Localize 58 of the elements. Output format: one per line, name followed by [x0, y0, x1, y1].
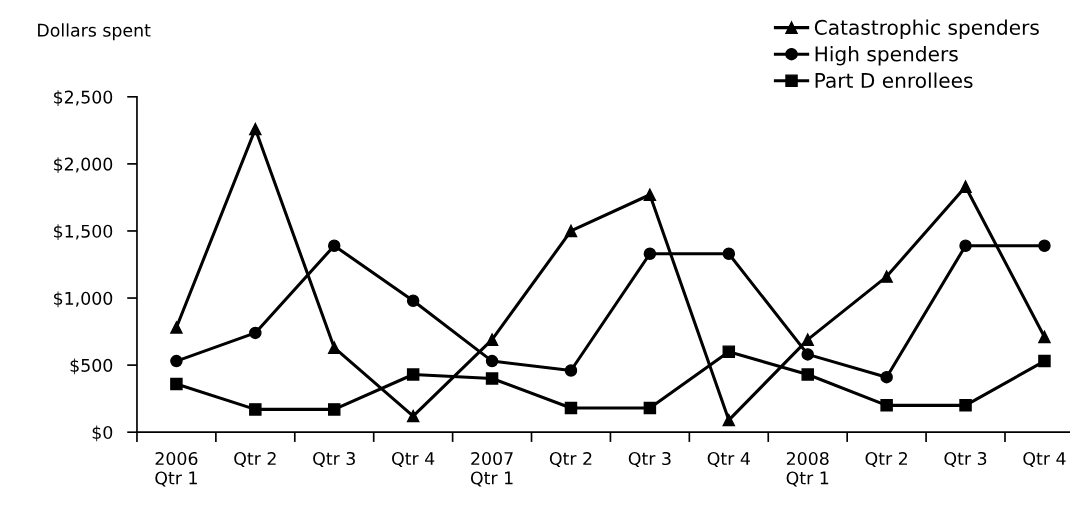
point — [643, 247, 657, 261]
legend-label: Catastrophic spenders — [814, 19, 1039, 39]
point — [485, 372, 499, 385]
y-tick-label: $2,000 — [54, 157, 113, 174]
point — [249, 403, 262, 416]
point — [327, 403, 341, 416]
point — [880, 270, 893, 283]
x-tick-label: 2007 Qtr 1 — [470, 451, 513, 487]
x-tick-label: Qtr 4 — [1023, 451, 1066, 468]
point — [327, 239, 341, 252]
point — [170, 354, 183, 368]
y-axis-title: Dollars spent — [38, 23, 151, 41]
point — [485, 333, 499, 346]
point — [801, 348, 814, 361]
point — [722, 247, 736, 261]
point — [564, 224, 578, 238]
point — [722, 345, 736, 358]
x-tick-label: 2008 Qtr 1 — [786, 451, 829, 487]
point — [801, 368, 814, 381]
x-tick-label: Qtr 3 — [313, 451, 355, 468]
x-tick-label: Qtr 4 — [707, 451, 750, 468]
x-tick-label: Qtr 2 — [865, 451, 907, 468]
point — [959, 399, 972, 412]
x-tick-label: Qtr 2 — [234, 451, 276, 468]
point — [643, 188, 657, 201]
y-tick-label: $500 — [70, 358, 113, 375]
point — [327, 341, 341, 354]
y-tick-label: $2,500 — [54, 90, 113, 106]
point — [406, 409, 420, 423]
y-tick-label: $1,000 — [54, 291, 113, 308]
point — [485, 354, 499, 368]
point — [564, 364, 578, 377]
x-tick-label: Qtr 3 — [944, 451, 987, 468]
point — [249, 122, 262, 136]
point — [959, 239, 972, 252]
point — [170, 377, 183, 391]
point — [880, 370, 893, 384]
point — [406, 368, 420, 381]
point — [959, 180, 972, 193]
x-tick-label: Qtr 3 — [628, 451, 671, 468]
point — [1038, 239, 1051, 252]
point — [722, 413, 736, 427]
point — [1038, 354, 1051, 368]
point — [249, 326, 262, 340]
point — [564, 401, 578, 415]
y-tick-label: $0 — [92, 425, 113, 442]
x-tick-label: 2006 Qtr 1 — [155, 451, 198, 487]
point — [1038, 330, 1051, 344]
point — [170, 321, 183, 334]
x-tick-label: Qtr 4 — [392, 451, 435, 468]
point — [643, 401, 657, 415]
point — [880, 399, 893, 412]
x-tick-label: Qtr 2 — [549, 451, 592, 468]
point — [406, 294, 420, 307]
y-tick-label: $1,500 — [54, 224, 113, 241]
legend-label: High spenders — [815, 45, 958, 66]
legend-label: Part D enrollees — [815, 72, 973, 89]
point — [801, 333, 814, 346]
